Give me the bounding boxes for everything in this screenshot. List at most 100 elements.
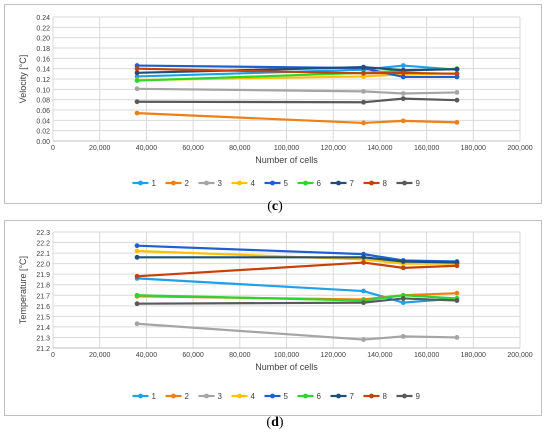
- data-point-1: [134, 74, 140, 79]
- x-tick-label: 40,000: [136, 352, 158, 359]
- series-line-2: [137, 112, 457, 125]
- x-tick-label: 160,000: [414, 145, 439, 152]
- legend-label-5: 5: [284, 179, 289, 188]
- x-tick-label: 120,000: [321, 145, 346, 152]
- legend-marker-9: [402, 393, 407, 399]
- data-point-1: [400, 300, 406, 306]
- y-tick-label: 0.14: [36, 67, 50, 74]
- y-tick-label: 0.22: [36, 25, 50, 32]
- y-tick-label: 0.02: [36, 129, 50, 136]
- series-line-9: [137, 297, 457, 305]
- data-point-1: [400, 63, 406, 68]
- data-point-7: [134, 254, 140, 260]
- x-tick-label: 0: [51, 145, 55, 152]
- y-tick-label: 21.6: [36, 304, 50, 311]
- y-tick-label: 21.3: [36, 335, 50, 342]
- data-point-2: [454, 290, 460, 296]
- data-point-9: [400, 296, 406, 301]
- x-tick-label: 100,000: [274, 352, 299, 359]
- legend-marker-9: [402, 180, 407, 186]
- legend-label-2: 2: [185, 179, 190, 188]
- chart-panel-c: 0.00 0.02 0.04 0.06 0.08 0.10 0.12 0.14 0.16 0.18…: [0, 0, 550, 215]
- data-point-8: [134, 273, 140, 279]
- legend-marker-1: [138, 393, 143, 399]
- legend-label-8: 8: [383, 179, 388, 188]
- data-point-1: [361, 288, 366, 294]
- series-line-8: [136, 261, 457, 278]
- chart-frame: [4, 220, 542, 416]
- series-line-9: [137, 97, 457, 104]
- legend-label-4: 4: [251, 179, 256, 188]
- data-point-2: [400, 118, 406, 124]
- legend-label-2: 2: [185, 392, 190, 401]
- series-line-8: [137, 67, 457, 75]
- x-tick-label: 100,000: [274, 145, 299, 152]
- legend-marker-7: [336, 180, 341, 186]
- x-tick-label: 180,000: [461, 145, 486, 152]
- series-line-6: [137, 294, 458, 302]
- legend-marker-2: [171, 393, 176, 399]
- x-tick-label: 200,000: [507, 145, 532, 152]
- legend-label-6: 6: [317, 179, 322, 188]
- x-tick-label: 40,000: [136, 145, 158, 152]
- data-point-7: [361, 254, 366, 260]
- data-point-9: [134, 301, 140, 307]
- legend-label-8: 8: [383, 392, 388, 401]
- legend-label-3: 3: [218, 392, 223, 401]
- x-tick-label: 200,000: [507, 352, 532, 359]
- x-tick-label: 160,000: [414, 352, 439, 359]
- legend-marker-4: [237, 393, 242, 399]
- y-tick-label: 0.16: [36, 56, 50, 63]
- x-tick-label: 60,000: [182, 352, 204, 359]
- x-tick-label: 20,000: [89, 352, 111, 359]
- panel-caption: (c): [267, 199, 283, 214]
- x-tick-label: 140,000: [367, 352, 392, 359]
- data-point-7: [134, 70, 140, 76]
- data-point-9: [361, 99, 366, 105]
- legend-marker-5: [270, 180, 275, 186]
- x-tick-label: 0: [51, 352, 55, 359]
- legend-marker-6: [303, 393, 308, 399]
- legend-label-5: 5: [284, 392, 289, 401]
- chart-panel-d: 21.2 21.3 21.4 21.5 21.6 21.7 21.8 21.9 22.0 22.1…: [0, 215, 550, 435]
- data-point-2: [361, 120, 366, 126]
- y-axis-title: Temperature [°C]: [18, 256, 28, 324]
- x-tick-label: 80,000: [229, 145, 251, 152]
- data-point-8: [361, 70, 366, 76]
- data-point-3: [454, 90, 460, 95]
- x-tick-label: 140,000: [367, 145, 392, 152]
- series-line-3: [136, 322, 457, 341]
- legend-label-1: 1: [152, 392, 157, 401]
- data-point-3: [361, 337, 366, 342]
- legend-marker-7: [336, 393, 341, 399]
- y-tick-label: 21.5: [36, 314, 50, 321]
- legend-label-6: 6: [317, 392, 322, 401]
- x-axis-title: Number of cells: [255, 362, 318, 372]
- legend-label-7: 7: [350, 392, 355, 401]
- data-point-5: [400, 74, 406, 80]
- data-point-3: [134, 86, 140, 92]
- data-point-3: [400, 334, 406, 339]
- data-point-8: [361, 260, 366, 265]
- y-tick-label: 0.10: [36, 87, 50, 94]
- legend-label-9: 9: [416, 179, 421, 188]
- data-point-9: [454, 97, 460, 103]
- data-point-7: [361, 64, 366, 70]
- y-tick-label: 0.00: [36, 139, 50, 146]
- y-tick-label: 22.2: [36, 241, 50, 248]
- data-point-8: [454, 71, 460, 77]
- data-point-9: [454, 298, 460, 303]
- data-point-9: [400, 96, 406, 102]
- velocity-chart: 0.00 0.02 0.04 0.06 0.08 0.10 0.12 0.14 0.16 0.18…: [18, 15, 533, 188]
- x-tick-label: 60,000: [182, 145, 204, 152]
- chart-frame: [4, 4, 542, 204]
- y-tick-label: 0.08: [36, 98, 50, 105]
- data-point-2: [454, 120, 460, 125]
- data-point-6: [134, 292, 140, 298]
- legend-label-9: 9: [416, 392, 421, 401]
- y-tick-label: 22.3: [36, 230, 50, 237]
- panel-caption: (d): [266, 415, 284, 430]
- data-point-8: [134, 66, 140, 72]
- y-tick-label: 21.8: [36, 283, 50, 290]
- y-tick-label: 0.06: [36, 108, 50, 115]
